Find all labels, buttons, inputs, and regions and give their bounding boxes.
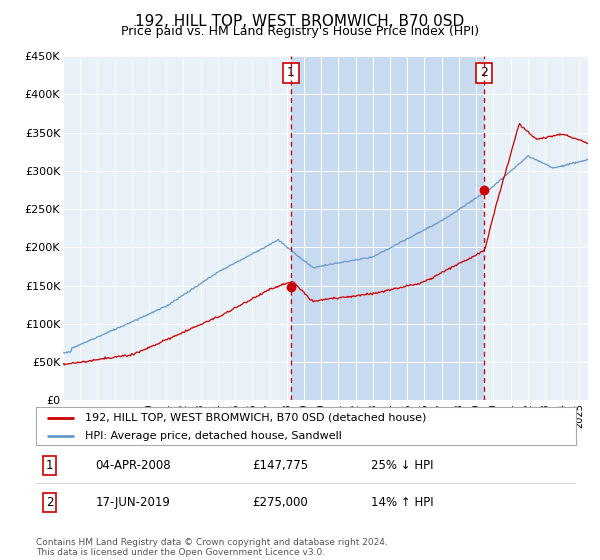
- Text: 14% ↑ HPI: 14% ↑ HPI: [371, 496, 433, 509]
- Text: £275,000: £275,000: [252, 496, 308, 509]
- Text: 2: 2: [480, 66, 488, 80]
- Text: 17-JUN-2019: 17-JUN-2019: [95, 496, 170, 509]
- Bar: [291, 56, 484, 400]
- Text: 25% ↓ HPI: 25% ↓ HPI: [371, 459, 433, 472]
- Text: HPI: Average price, detached house, Sandwell: HPI: Average price, detached house, Sand…: [85, 431, 341, 441]
- Text: 1: 1: [287, 66, 295, 80]
- Text: 192, HILL TOP, WEST BROMWICH, B70 0SD: 192, HILL TOP, WEST BROMWICH, B70 0SD: [136, 14, 464, 29]
- Text: 2: 2: [46, 496, 53, 509]
- Text: Contains HM Land Registry data © Crown copyright and database right 2024.
This d: Contains HM Land Registry data © Crown c…: [36, 538, 388, 557]
- Text: 04-APR-2008: 04-APR-2008: [95, 459, 171, 472]
- Text: 192, HILL TOP, WEST BROMWICH, B70 0SD (detached house): 192, HILL TOP, WEST BROMWICH, B70 0SD (d…: [85, 413, 426, 423]
- Text: £147,775: £147,775: [252, 459, 308, 472]
- Text: Price paid vs. HM Land Registry's House Price Index (HPI): Price paid vs. HM Land Registry's House …: [121, 25, 479, 38]
- Text: 1: 1: [46, 459, 53, 472]
